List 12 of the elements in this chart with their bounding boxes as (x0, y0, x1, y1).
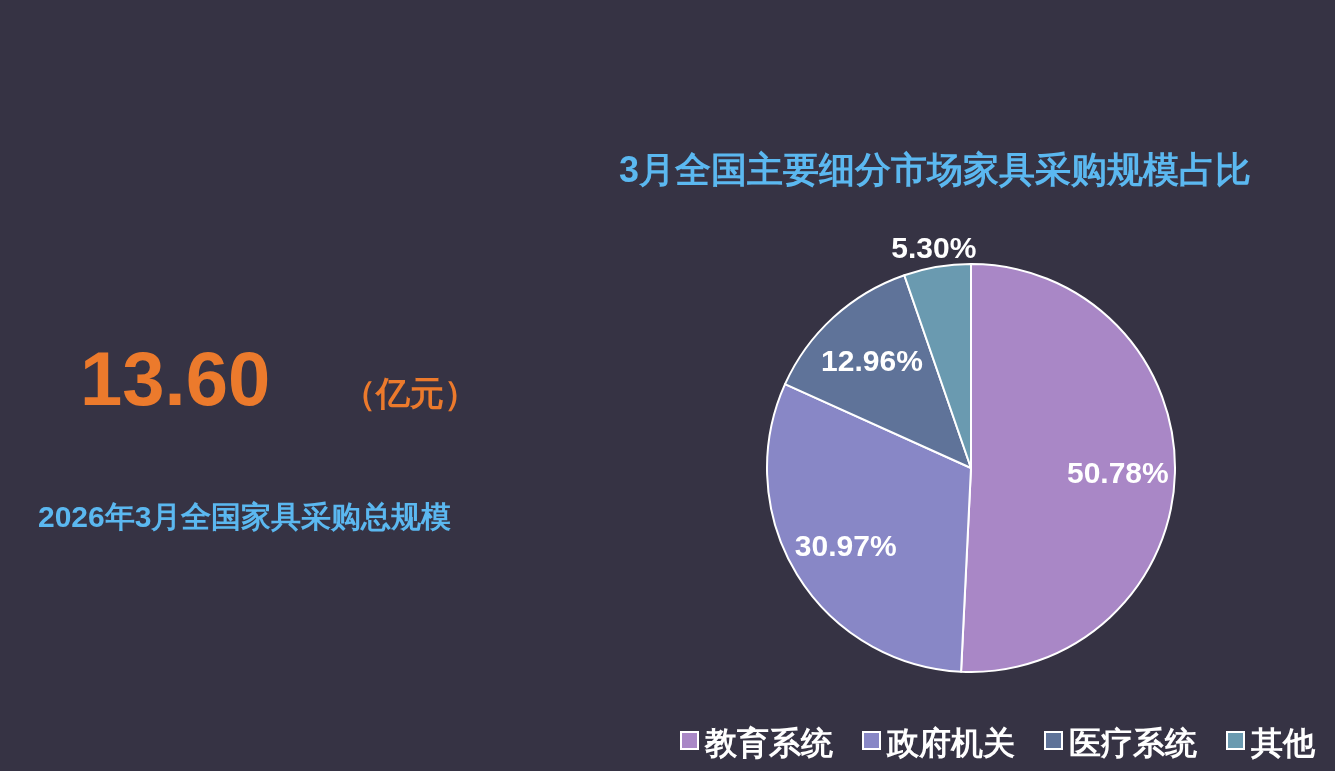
chart-title: 3月全国主要细分市场家具采购规模占比 (618, 149, 1252, 190)
data-label: 5.30% (891, 230, 977, 264)
text: 13.60 (80, 336, 271, 421)
legend-label: 教育系统 (704, 725, 834, 761)
legend-label: 政府机关 (886, 725, 1015, 761)
legend-label: 医疗系统 (1069, 725, 1198, 761)
text: （亿元） (342, 374, 478, 412)
text: 2026年3月全国家具采购总规模 (38, 500, 452, 533)
data-label: 30.97% (794, 528, 897, 562)
data-label: 50.78% (1066, 455, 1169, 489)
data-label: 12.96% (821, 343, 923, 377)
legend-label: 其他 (1250, 725, 1316, 761)
